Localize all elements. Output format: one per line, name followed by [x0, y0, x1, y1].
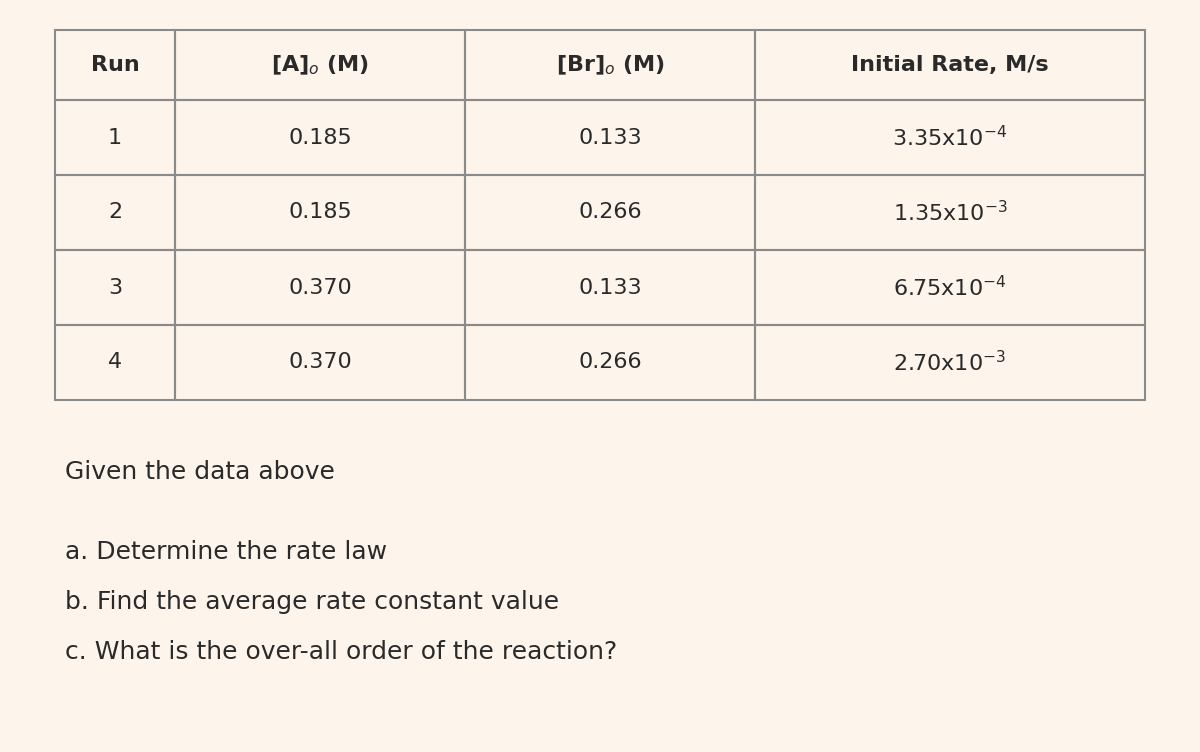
Text: 2.70x10$^{-3}$: 2.70x10$^{-3}$ — [894, 350, 1007, 375]
Text: c. What is the over-all order of the reaction?: c. What is the over-all order of the rea… — [65, 640, 617, 664]
Bar — [466, 30, 755, 100]
Text: 4: 4 — [108, 353, 122, 372]
Bar — [175, 100, 466, 175]
Text: 6.75x10$^{-4}$: 6.75x10$^{-4}$ — [893, 275, 1007, 300]
Text: 0.185: 0.185 — [288, 128, 352, 147]
Text: 3: 3 — [108, 277, 122, 298]
Bar — [755, 175, 1145, 250]
Text: 0.133: 0.133 — [578, 128, 642, 147]
Bar — [466, 325, 755, 400]
Bar — [466, 250, 755, 325]
Text: 0.266: 0.266 — [578, 353, 642, 372]
Bar — [466, 100, 755, 175]
Text: [Br]$_o$ (M): [Br]$_o$ (M) — [556, 53, 665, 77]
Bar — [55, 175, 175, 250]
Text: 0.133: 0.133 — [578, 277, 642, 298]
Bar — [55, 325, 175, 400]
Bar — [755, 250, 1145, 325]
Text: b. Find the average rate constant value: b. Find the average rate constant value — [65, 590, 559, 614]
Text: a. Determine the rate law: a. Determine the rate law — [65, 540, 388, 564]
Bar — [755, 30, 1145, 100]
Bar — [755, 325, 1145, 400]
Text: 0.185: 0.185 — [288, 202, 352, 223]
Bar — [466, 175, 755, 250]
Text: 0.370: 0.370 — [288, 277, 352, 298]
Text: 0.266: 0.266 — [578, 202, 642, 223]
Text: [A]$_o$ (M): [A]$_o$ (M) — [271, 53, 370, 77]
Text: 2: 2 — [108, 202, 122, 223]
Text: 1: 1 — [108, 128, 122, 147]
Bar — [55, 250, 175, 325]
Bar — [755, 100, 1145, 175]
Text: 3.35x10$^{-4}$: 3.35x10$^{-4}$ — [893, 125, 1008, 150]
Text: Given the data above: Given the data above — [65, 460, 335, 484]
Text: Initial Rate, M/s: Initial Rate, M/s — [851, 55, 1049, 75]
Bar — [175, 250, 466, 325]
Bar — [175, 30, 466, 100]
Bar — [175, 325, 466, 400]
Text: Run: Run — [91, 55, 139, 75]
Text: 0.370: 0.370 — [288, 353, 352, 372]
Bar — [55, 30, 175, 100]
Bar — [175, 175, 466, 250]
Bar — [55, 100, 175, 175]
Text: 1.35x10$^{-3}$: 1.35x10$^{-3}$ — [893, 200, 1007, 225]
